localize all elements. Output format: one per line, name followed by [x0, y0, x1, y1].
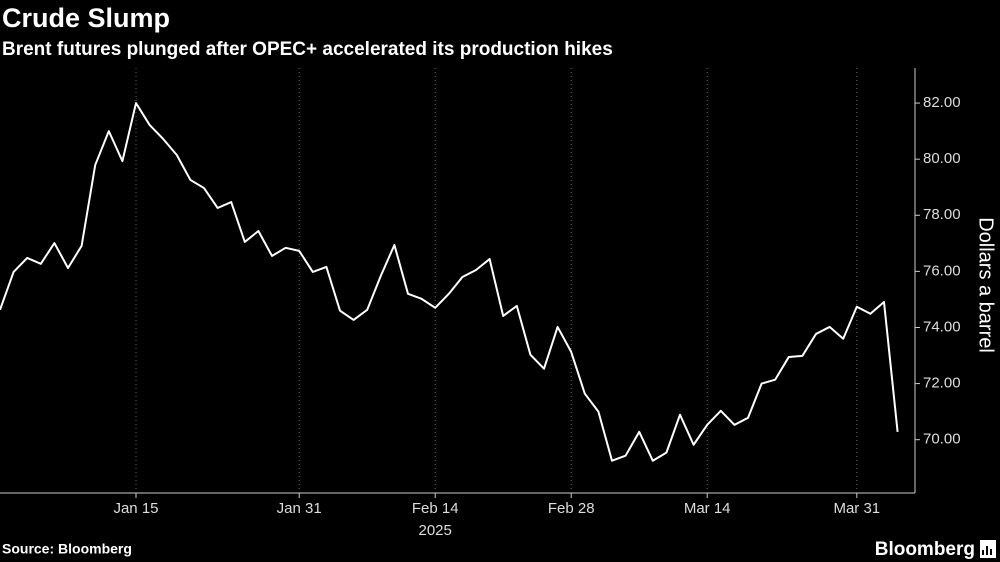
brand: Bloomberg — [875, 539, 975, 560]
y-tick-label: 74.00 — [923, 318, 961, 335]
line — [0, 102, 899, 462]
y-tick-label: 80.00 — [923, 150, 961, 167]
x-sublabel: 2025 — [419, 522, 452, 539]
x-tick-label: Feb 28 — [548, 500, 595, 517]
y-tick-label: 78.00 — [923, 206, 961, 223]
y-tick-label: 72.00 — [923, 375, 961, 392]
brand-icon — [980, 540, 996, 558]
x-tick-label: Jan 15 — [113, 500, 158, 517]
source: Source: Bloomberg — [2, 541, 132, 557]
x-tick-label: Feb 14 — [412, 500, 459, 517]
y-tick-label: 76.00 — [923, 262, 961, 279]
y-tick-label: 70.00 — [923, 431, 961, 448]
chart-title: Crude Slump — [2, 3, 170, 33]
chart-subtitle: Brent futures plunged after OPEC+ accele… — [2, 39, 613, 60]
y-tick-label: 82.00 — [923, 94, 961, 111]
x-tick-label: Jan 31 — [277, 500, 322, 517]
x-tick-label: Mar 31 — [833, 500, 880, 517]
x-tick-label: Mar 14 — [684, 500, 731, 517]
y-axis-label: Dollars a barrel — [975, 217, 997, 353]
